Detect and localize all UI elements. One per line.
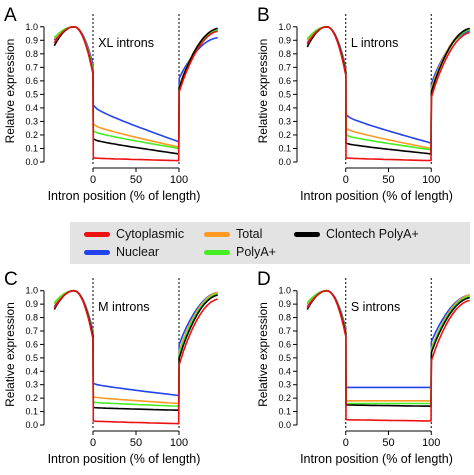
legend: Cytoplasmic Total Clontech PolyA+ Nuclea…: [70, 222, 470, 264]
x-axis-label: Intron position (% of length): [48, 189, 201, 203]
y-tick-label: 0.6: [25, 339, 38, 349]
y-axis-label: Relative expression: [3, 39, 17, 144]
y-tick-label: 0.8: [278, 49, 291, 59]
y-tick-label: 0.3: [25, 380, 38, 390]
panel-b: B 0.0 0.1 0.2 0.3 0.4 0.5 0.6 0.7 0.8 0.9 1.0 0 50 100…: [256, 5, 470, 203]
x-tick-label: 0: [90, 437, 96, 449]
x-axis-label: Intron position (% of length): [48, 452, 201, 466]
series-line-cytoplasmic: [306, 26, 470, 162]
y-tick-label: 0.4: [25, 366, 38, 376]
panel-title: L introns: [351, 36, 398, 50]
y-tick-label: 0.0: [278, 420, 291, 430]
y-tick-label: 0.1: [25, 143, 38, 153]
legend-swatch: [294, 231, 320, 237]
series-line-cytoplasmic: [53, 289, 218, 425]
x-tick-label: 100: [422, 437, 440, 449]
legend-swatch: [84, 249, 110, 255]
y-tick-label: 0.6: [25, 76, 38, 86]
y-tick-label: 0.3: [278, 380, 291, 390]
y-tick-label: 0.5: [278, 89, 291, 99]
series-line-cytoplasmic: [306, 289, 470, 422]
y-tick-label: 0.6: [278, 339, 291, 349]
y-tick-label: 0.2: [25, 130, 38, 140]
panel-a: A 0.0 0.1 0.2 0.3 0.4 0.5 0.6 0.7 0.8 0.9 1.0 0 50 100…: [3, 5, 218, 203]
y-tick-label: 1.0: [278, 286, 291, 296]
x-tick-label: 50: [382, 174, 394, 186]
y-tick-label: 0.2: [25, 393, 38, 403]
y-tick-label: 0.7: [25, 62, 38, 72]
series-line-cytoplasmic: [53, 26, 218, 162]
y-tick-label: 0.7: [278, 326, 291, 336]
x-axis-label: Intron position (% of length): [300, 452, 453, 466]
y-tick-label: 1.0: [25, 22, 38, 32]
y-tick-label: 0.7: [278, 62, 291, 72]
x-tick-label: 50: [130, 174, 142, 186]
legend-swatch: [84, 231, 110, 237]
y-tick-label: 1.0: [278, 22, 291, 32]
legend-item-cytoplasmic: Cytoplasmic: [84, 226, 184, 242]
legend-label: PolyA+: [236, 245, 276, 259]
panel-title: S introns: [351, 300, 400, 314]
y-tick-label: 0.5: [278, 353, 291, 363]
legend-swatch: [204, 249, 230, 255]
y-tick-label: 0.4: [25, 103, 38, 113]
panel-c: C 0.0 0.1 0.2 0.3 0.4 0.5 0.6 0.7 0.8 0.9 1.0 0 50 100…: [3, 269, 218, 466]
y-tick-label: 0.9: [278, 35, 291, 45]
y-axis-label: Relative expression: [256, 39, 270, 144]
y-tick-label: 0.2: [278, 130, 291, 140]
x-tick-label: 0: [343, 437, 349, 449]
y-tick-label: 0.8: [278, 313, 291, 323]
x-tick-label: 50: [130, 437, 142, 449]
y-tick-label: 0.3: [278, 116, 291, 126]
legend-item-nuclear: Nuclear: [84, 244, 159, 260]
panel-letter: C: [4, 269, 18, 290]
y-tick-label: 0.1: [278, 407, 291, 417]
x-tick-label: 0: [90, 174, 96, 186]
y-tick-label: 0.9: [25, 35, 38, 45]
panel-letter: A: [4, 5, 17, 26]
y-tick-label: 0.8: [25, 313, 38, 323]
x-tick-label: 100: [170, 437, 188, 449]
legend-label: Clontech PolyA+: [326, 227, 419, 241]
y-tick-label: 0.2: [278, 393, 291, 403]
y-tick-label: 0.1: [278, 143, 291, 153]
y-tick-label: 0.6: [278, 76, 291, 86]
y-tick-label: 0.5: [25, 353, 38, 363]
legend-item-total: Total: [204, 226, 262, 242]
legend-item-polya: PolyA+: [204, 244, 276, 260]
panel-letter: B: [257, 5, 270, 26]
y-tick-label: 0.0: [25, 420, 38, 430]
y-tick-label: 0.1: [25, 407, 38, 417]
y-tick-label: 0.3: [25, 116, 38, 126]
y-tick-label: 1.0: [25, 286, 38, 296]
y-tick-label: 0.4: [278, 366, 291, 376]
y-tick-label: 0.0: [25, 157, 38, 167]
y-tick-label: 0.4: [278, 103, 291, 113]
legend-swatch: [204, 231, 230, 237]
y-axis-label: Relative expression: [3, 302, 17, 407]
y-tick-label: 0.8: [25, 49, 38, 59]
y-tick-label: 0.0: [278, 157, 291, 167]
y-tick-label: 0.9: [278, 299, 291, 309]
x-tick-label: 100: [422, 174, 440, 186]
panel-letter: D: [257, 269, 271, 290]
panel-title: M introns: [98, 300, 149, 314]
legend-label: Total: [236, 227, 263, 241]
x-tick-label: 50: [382, 437, 394, 449]
y-tick-label: 0.7: [25, 326, 38, 336]
x-axis-label: Intron position (% of length): [300, 189, 453, 203]
y-axis-label: Relative expression: [256, 302, 270, 407]
legend-item-clontech-polya: Clontech PolyA+: [294, 226, 419, 242]
panel-title: XL introns: [98, 36, 154, 50]
legend-label: Nuclear: [116, 245, 160, 259]
x-tick-label: 0: [343, 174, 349, 186]
x-tick-label: 100: [170, 174, 188, 186]
y-tick-label: 0.5: [25, 89, 38, 99]
panel-d: D 0.0 0.1 0.2 0.3 0.4 0.5 0.6 0.7 0.8 0.9 1.0 0 50 100…: [256, 269, 470, 466]
legend-label: Cytoplasmic: [116, 227, 185, 241]
y-tick-label: 0.9: [25, 299, 38, 309]
